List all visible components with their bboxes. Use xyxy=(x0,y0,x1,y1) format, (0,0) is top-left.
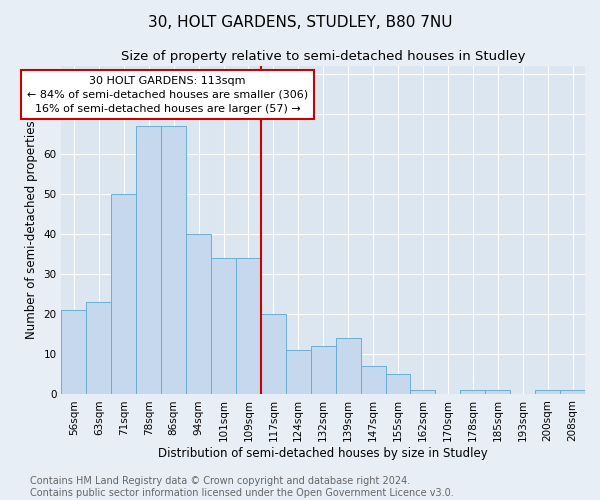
Bar xyxy=(335,338,361,394)
Bar xyxy=(211,258,236,394)
Bar xyxy=(186,234,211,394)
Bar xyxy=(560,390,585,394)
Bar xyxy=(161,126,186,394)
Text: Contains HM Land Registry data © Crown copyright and database right 2024.
Contai: Contains HM Land Registry data © Crown c… xyxy=(30,476,454,498)
Bar xyxy=(61,310,86,394)
Text: 30, HOLT GARDENS, STUDLEY, B80 7NU: 30, HOLT GARDENS, STUDLEY, B80 7NU xyxy=(148,15,452,30)
Bar xyxy=(485,390,510,394)
Text: 30 HOLT GARDENS: 113sqm
← 84% of semi-detached houses are smaller (306)
16% of s: 30 HOLT GARDENS: 113sqm ← 84% of semi-de… xyxy=(27,76,308,114)
Bar xyxy=(136,126,161,394)
X-axis label: Distribution of semi-detached houses by size in Studley: Distribution of semi-detached houses by … xyxy=(158,447,488,460)
Bar xyxy=(286,350,311,395)
Bar xyxy=(535,390,560,394)
Bar xyxy=(236,258,261,394)
Bar xyxy=(86,302,112,394)
Title: Size of property relative to semi-detached houses in Studley: Size of property relative to semi-detach… xyxy=(121,50,526,63)
Bar xyxy=(112,194,136,394)
Bar xyxy=(261,314,286,394)
Bar xyxy=(410,390,436,394)
Bar xyxy=(311,346,335,395)
Y-axis label: Number of semi-detached properties: Number of semi-detached properties xyxy=(25,120,38,340)
Bar xyxy=(386,374,410,394)
Bar xyxy=(460,390,485,394)
Bar xyxy=(361,366,386,394)
